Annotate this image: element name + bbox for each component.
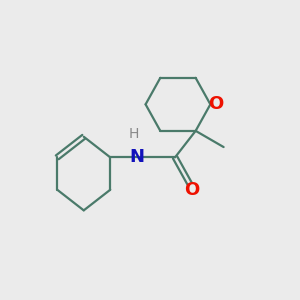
- Text: N: N: [129, 148, 144, 166]
- Text: O: O: [184, 181, 200, 199]
- Text: O: O: [208, 95, 223, 113]
- Text: H: H: [129, 127, 139, 141]
